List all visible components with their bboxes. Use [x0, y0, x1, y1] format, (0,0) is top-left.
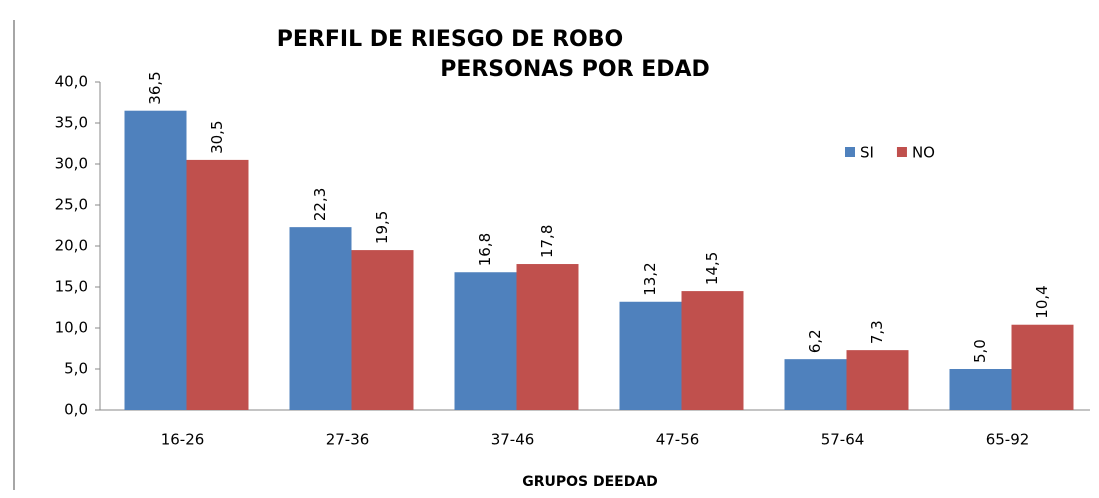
- y-tick-label: 10,0: [55, 319, 88, 337]
- x-tick-label: 37-46: [491, 431, 535, 449]
- x-tick-label: 47-56: [656, 431, 700, 449]
- bar: [846, 350, 909, 410]
- x-axis-label: GRUPOS DEEDAD: [522, 474, 658, 490]
- bar: [784, 359, 847, 410]
- y-tick-label: 5,0: [64, 360, 88, 378]
- legend-swatch: [896, 147, 907, 157]
- y-tick-label: 30,0: [55, 155, 88, 173]
- data-label: 22,3: [311, 188, 329, 221]
- bar: [124, 110, 187, 410]
- data-label: 17,8: [538, 225, 556, 258]
- x-tick-label: 27-36: [326, 431, 370, 449]
- data-label: 13,2: [641, 262, 659, 295]
- data-label: 5,0: [971, 339, 989, 363]
- x-tick-label: 16-26: [161, 431, 205, 449]
- data-label: 6,2: [806, 329, 824, 353]
- bar: [516, 264, 579, 410]
- y-tick-label: 15,0: [55, 278, 88, 296]
- data-label: 14,5: [703, 252, 721, 285]
- bar: [619, 301, 682, 410]
- y-tick-label: 35,0: [55, 114, 88, 132]
- bar: [351, 250, 414, 410]
- bar: [186, 159, 249, 410]
- y-tick-label: 0,0: [64, 401, 88, 419]
- bar: [1011, 324, 1074, 410]
- chart-title: PERFIL DE RIESGO DE ROBO: [277, 27, 623, 52]
- bar: [949, 369, 1012, 410]
- x-tick-label: 57-64: [821, 431, 865, 449]
- bar: [289, 227, 352, 410]
- data-label: 7,3: [868, 320, 886, 344]
- data-label: 36,5: [146, 71, 164, 104]
- bar: [681, 291, 744, 410]
- data-label: 10,4: [1033, 285, 1051, 318]
- bar: [454, 272, 517, 410]
- chart-title: PERSONAS POR EDAD: [440, 57, 710, 82]
- data-label: 16,8: [476, 233, 494, 266]
- data-label: 30,5: [208, 120, 226, 153]
- y-tick-label: 20,0: [55, 237, 88, 255]
- legend-label: NO: [912, 144, 935, 162]
- x-tick-label: 65-92: [986, 431, 1030, 449]
- legend-swatch: [845, 147, 855, 157]
- y-tick-label: 25,0: [55, 196, 88, 214]
- y-tick-label: 40,0: [55, 73, 88, 91]
- legend-label: SI: [860, 144, 874, 162]
- data-label: 19,5: [373, 211, 391, 244]
